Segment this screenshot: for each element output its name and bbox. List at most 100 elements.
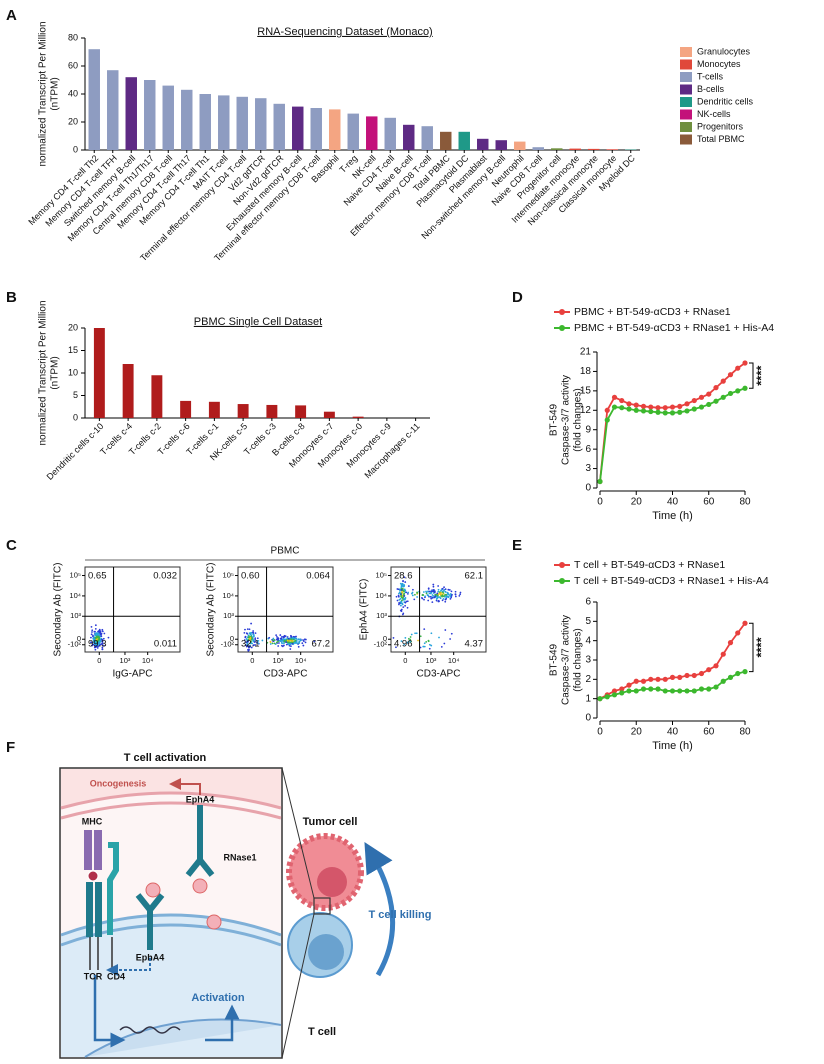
y-tick-label: 0 xyxy=(73,412,78,422)
point xyxy=(691,688,697,694)
y-tick-label: 0 xyxy=(585,483,591,494)
point xyxy=(604,694,610,700)
x-axis-label: CD3-APC xyxy=(417,669,461,680)
point xyxy=(742,669,748,675)
cell-dot xyxy=(400,604,402,607)
y-tick-label: 0 xyxy=(383,634,387,643)
cell-dot xyxy=(439,597,442,600)
cell-dot xyxy=(313,640,316,643)
cell-dot xyxy=(243,639,246,641)
bar xyxy=(532,147,544,150)
cell-dot xyxy=(283,639,286,642)
cell-dot xyxy=(91,631,93,633)
point xyxy=(662,410,668,416)
bar xyxy=(569,148,581,150)
legend-swatch xyxy=(680,122,692,132)
y-tick-label: 0 xyxy=(73,144,78,154)
bar xyxy=(122,364,134,418)
cell-dot xyxy=(406,600,409,603)
cell-dot xyxy=(401,602,404,605)
arrow xyxy=(106,958,151,976)
cell-dot xyxy=(97,635,100,638)
panel-label: F xyxy=(6,739,15,756)
point xyxy=(648,404,654,410)
cell-dot xyxy=(399,582,402,585)
y-tick-label: 20 xyxy=(68,322,78,332)
diagram-label: CD4 xyxy=(107,971,125,981)
x-axis-label: CD3-APC xyxy=(264,669,308,680)
y-axis-label: Caspase-3/7 activity xyxy=(561,615,572,705)
y-tick-label: 15 xyxy=(580,385,592,396)
cell-dot xyxy=(98,632,100,635)
cell-dot xyxy=(405,591,408,594)
bar xyxy=(93,328,105,418)
point xyxy=(648,676,654,682)
y-tick-label: 9 xyxy=(585,424,591,435)
cell-dot xyxy=(91,629,94,632)
x-tick-label: 0 xyxy=(97,656,101,665)
cell-dot xyxy=(427,639,430,642)
cell-dot xyxy=(421,597,424,600)
y-tick-label: 12 xyxy=(580,405,592,416)
cell-dot xyxy=(296,642,299,645)
y-tick-label: 10⁴ xyxy=(69,591,81,600)
epha4 xyxy=(135,893,165,950)
y-axis-label: BT-549 xyxy=(549,403,560,436)
point xyxy=(713,663,719,669)
x-tick-label: 60 xyxy=(703,727,715,738)
cell-dot xyxy=(399,593,402,596)
cell-dot xyxy=(448,594,451,597)
point xyxy=(604,417,610,423)
bar xyxy=(366,116,378,150)
bar xyxy=(440,131,452,150)
point xyxy=(735,388,741,394)
cell-dot xyxy=(435,593,437,596)
cell-dot xyxy=(292,638,295,641)
cell-dot xyxy=(252,644,255,647)
cell-dot xyxy=(428,647,431,650)
cell-dot xyxy=(422,591,425,593)
y-axis-label: (fold changes) xyxy=(573,628,584,691)
cell-dot xyxy=(439,593,442,596)
cell-dot xyxy=(414,593,416,596)
cell-dot xyxy=(402,612,405,615)
bar xyxy=(551,148,563,150)
cell-dot xyxy=(290,638,292,641)
y-tick-label: 10 xyxy=(68,367,78,377)
diagram-label: T cell killing xyxy=(369,909,432,921)
cell-dot xyxy=(425,592,428,595)
panel-label: C xyxy=(6,537,17,554)
y-axis-label: BT-549 xyxy=(549,643,560,676)
diagram: T cell activation Oncogenesis MHC EphA4 … xyxy=(59,752,432,1059)
cell-dot xyxy=(402,606,405,609)
plot-frame xyxy=(237,566,334,653)
cell-dot xyxy=(245,641,248,644)
cell-dot xyxy=(280,641,283,644)
cell-dot xyxy=(282,636,285,638)
legend-swatch xyxy=(680,109,692,120)
cell-dot xyxy=(90,633,93,636)
cell-dot xyxy=(444,600,447,603)
cell-dot xyxy=(101,648,104,651)
cell-dot xyxy=(400,586,403,588)
point xyxy=(691,406,697,412)
cell-dot xyxy=(399,597,402,600)
bar xyxy=(352,416,364,418)
cell-dot xyxy=(444,629,447,631)
cell-dot xyxy=(285,643,288,646)
cell-dot xyxy=(433,591,436,594)
plot-frame xyxy=(84,566,181,653)
cell-dot xyxy=(436,597,439,600)
quadrant-label: 0.60 xyxy=(241,571,260,582)
point xyxy=(662,688,668,694)
cell-dot xyxy=(403,576,406,579)
point xyxy=(669,404,676,410)
cell-dot xyxy=(246,643,249,646)
x-tick-label: 10³ xyxy=(120,656,131,665)
point xyxy=(727,640,734,646)
point xyxy=(684,688,690,694)
cell-dot xyxy=(285,641,288,644)
point xyxy=(713,398,719,404)
panel-label: A xyxy=(6,7,17,24)
bar xyxy=(180,400,192,418)
